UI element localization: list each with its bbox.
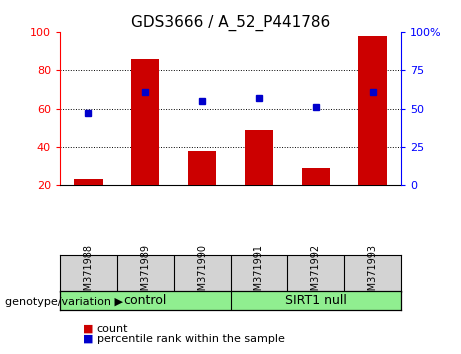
Bar xyxy=(131,59,160,185)
Text: GSM371992: GSM371992 xyxy=(311,244,321,303)
Bar xyxy=(188,151,216,185)
Text: GSM371991: GSM371991 xyxy=(254,244,264,303)
Text: GSM371989: GSM371989 xyxy=(140,244,150,303)
Title: GDS3666 / A_52_P441786: GDS3666 / A_52_P441786 xyxy=(131,14,330,30)
Text: ■: ■ xyxy=(83,334,94,344)
Text: control: control xyxy=(124,294,167,307)
Bar xyxy=(301,168,330,185)
Text: percentile rank within the sample: percentile rank within the sample xyxy=(97,334,285,344)
Text: GSM371988: GSM371988 xyxy=(83,244,94,303)
Bar xyxy=(74,179,102,185)
Text: ■: ■ xyxy=(83,324,94,333)
Bar xyxy=(245,130,273,185)
Bar xyxy=(358,36,387,185)
Text: count: count xyxy=(97,324,128,333)
Text: genotype/variation ▶: genotype/variation ▶ xyxy=(5,297,123,307)
Text: GSM371993: GSM371993 xyxy=(367,244,378,303)
Text: GSM371990: GSM371990 xyxy=(197,244,207,303)
Text: SIRT1 null: SIRT1 null xyxy=(285,294,347,307)
